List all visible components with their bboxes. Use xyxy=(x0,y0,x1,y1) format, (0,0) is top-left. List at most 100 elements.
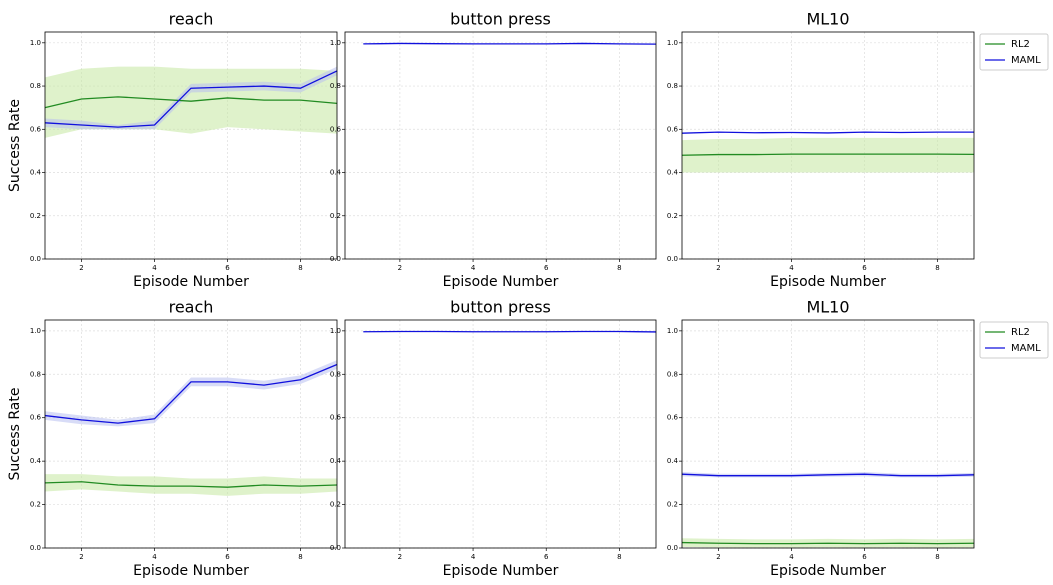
subplot-title: button press xyxy=(450,10,551,29)
y-tick-label: 1.0 xyxy=(30,327,41,335)
y-tick-label: 1.0 xyxy=(30,39,41,47)
subplot-title: button press xyxy=(450,298,551,317)
y-tick-label: 0.6 xyxy=(667,125,679,133)
series-line xyxy=(44,70,338,128)
y-tick-label: 0.2 xyxy=(330,501,341,509)
y-tick-label: 0.2 xyxy=(330,212,341,220)
y-tick-label: 0.4 xyxy=(30,457,42,465)
band xyxy=(45,360,337,427)
x-tick-label: 4 xyxy=(152,553,157,561)
y-tick-label: 0.8 xyxy=(667,370,678,378)
x-tick-label: 4 xyxy=(789,553,794,561)
band xyxy=(45,66,337,130)
y-tick-label: 1.0 xyxy=(667,327,678,335)
legend-label: RL2 xyxy=(1011,327,1030,338)
y-tick-label: 1.0 xyxy=(667,39,678,47)
y-tick-label: 0.6 xyxy=(30,414,42,422)
x-axis-label: Episode Number xyxy=(443,563,559,579)
series-line xyxy=(681,131,974,134)
x-tick-label: 4 xyxy=(152,264,157,272)
x-tick-label: 6 xyxy=(544,264,549,272)
series-line xyxy=(681,153,975,156)
legend-label: MAML xyxy=(1011,55,1041,66)
y-tick-label: 0.2 xyxy=(667,212,678,220)
x-axis-label: Episode Number xyxy=(770,274,886,290)
subplot: 0.0 0.2 0.4 0.6 0.8 1.0 2 4 6 8 ML10 Episode Number… xyxy=(667,298,1049,579)
x-axis-label: Episode Number xyxy=(443,274,559,290)
series-line xyxy=(44,481,338,488)
x-tick-label: 4 xyxy=(789,264,794,272)
x-tick-label: 2 xyxy=(79,553,83,561)
x-axis-label: Episode Number xyxy=(133,563,249,579)
band xyxy=(45,474,337,496)
band xyxy=(682,137,974,173)
x-tick-label: 6 xyxy=(544,553,549,561)
y-axis-label: Success Rate xyxy=(7,99,23,192)
x-tick-label: 2 xyxy=(716,553,720,561)
series-line xyxy=(363,42,657,45)
y-tick-label: 0.0 xyxy=(667,255,678,263)
y-tick-label: 0.0 xyxy=(330,255,341,263)
x-tick-label: 2 xyxy=(398,264,402,272)
x-tick-label: 8 xyxy=(617,553,621,561)
x-tick-label: 6 xyxy=(225,553,230,561)
series-line xyxy=(44,363,338,424)
subplot: 0.0 0.2 0.4 0.6 0.8 1.0 2 4 6 8 reach Episode Numbe… xyxy=(7,10,338,290)
plot-frame xyxy=(344,319,657,549)
y-tick-label: 0.8 xyxy=(667,82,678,90)
x-tick-label: 8 xyxy=(298,553,302,561)
subplot: 0.0 0.2 0.4 0.6 0.8 1.0 2 4 6 8 button press Episod… xyxy=(330,10,657,290)
plot-frame xyxy=(681,319,975,549)
y-tick-label: 0.4 xyxy=(30,169,42,177)
x-tick-label: 2 xyxy=(398,553,402,561)
y-tick-label: 0.8 xyxy=(30,82,41,90)
plot-frame xyxy=(681,31,975,260)
legend-label: RL2 xyxy=(1011,39,1030,50)
y-tick-label: 1.0 xyxy=(330,39,341,47)
y-tick-label: 0.0 xyxy=(30,255,41,263)
x-tick-label: 8 xyxy=(298,264,302,272)
x-tick-label: 4 xyxy=(471,553,476,561)
subplot: 0.0 0.2 0.4 0.6 0.8 1.0 2 4 6 8 button press Episod… xyxy=(330,298,657,579)
y-tick-label: 1.0 xyxy=(330,327,341,335)
x-tick-label: 8 xyxy=(935,264,939,272)
x-tick-label: 6 xyxy=(862,553,867,561)
y-tick-label: 0.6 xyxy=(667,414,679,422)
y-tick-label: 0.6 xyxy=(330,125,342,133)
y-tick-label: 0.2 xyxy=(667,501,678,509)
y-axis-label: Success Rate xyxy=(7,388,23,481)
plot-frame xyxy=(44,319,338,549)
x-axis-label: Episode Number xyxy=(133,274,249,290)
y-tick-label: 0.0 xyxy=(330,544,341,552)
subplot-title: reach xyxy=(169,298,214,317)
series-line xyxy=(681,473,975,477)
x-tick-label: 4 xyxy=(471,264,476,272)
y-tick-label: 0.8 xyxy=(330,370,341,378)
legend-label: MAML xyxy=(1011,343,1041,354)
x-tick-label: 8 xyxy=(935,553,939,561)
y-tick-label: 0.4 xyxy=(330,457,342,465)
x-tick-label: 6 xyxy=(225,264,230,272)
x-tick-label: 2 xyxy=(79,264,83,272)
legend-box xyxy=(979,33,1049,71)
subplot-title: ML10 xyxy=(806,298,849,317)
plot-frame xyxy=(44,31,338,260)
y-tick-label: 0.2 xyxy=(30,212,41,220)
y-tick-label: 0.4 xyxy=(667,169,679,177)
y-tick-label: 0.6 xyxy=(30,125,42,133)
x-axis-label: Episode Number xyxy=(770,563,886,579)
x-tick-label: 8 xyxy=(617,264,621,272)
subplot: 0.0 0.2 0.4 0.6 0.8 1.0 2 4 6 8 ML10 Episode Number… xyxy=(667,10,1049,290)
legend-box xyxy=(979,321,1049,359)
plot-frame xyxy=(344,31,657,260)
series-line xyxy=(44,96,338,109)
subplot: 0.0 0.2 0.4 0.6 0.8 1.0 2 4 6 8 reach Episode Numbe… xyxy=(7,298,338,579)
y-tick-label: 0.6 xyxy=(330,414,342,422)
subplot-title: reach xyxy=(169,10,214,29)
y-tick-label: 0.2 xyxy=(30,501,41,509)
y-tick-label: 0.0 xyxy=(30,544,41,552)
y-tick-label: 0.0 xyxy=(667,544,678,552)
y-tick-label: 0.8 xyxy=(330,82,341,90)
x-tick-label: 6 xyxy=(862,264,867,272)
